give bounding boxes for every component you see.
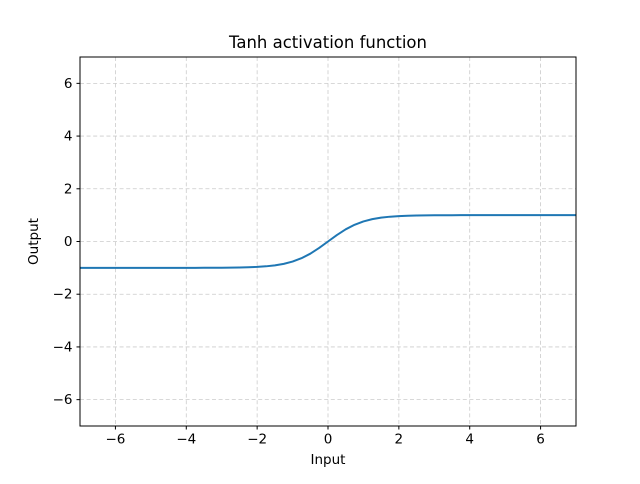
x-tick-label: 2 bbox=[395, 432, 404, 448]
y-tick-label: 4 bbox=[64, 129, 73, 145]
x-axis-label: Input bbox=[311, 452, 346, 468]
y-tick-label: 2 bbox=[64, 181, 73, 197]
x-tick-label: −2 bbox=[247, 432, 267, 448]
y-tick-label: −4 bbox=[53, 339, 73, 355]
x-tick-label: −4 bbox=[176, 432, 196, 448]
x-tick-label: −6 bbox=[105, 432, 125, 448]
x-tick-label: 6 bbox=[536, 432, 545, 448]
y-tick-label: −6 bbox=[53, 392, 73, 408]
y-axis-label: Output bbox=[26, 218, 42, 265]
grid-lines bbox=[80, 57, 576, 426]
y-tick-label: 0 bbox=[64, 234, 73, 250]
chart-title: Tanh activation function bbox=[228, 33, 427, 52]
tick-labels: −6 −4 −2 0 2 4 6 −6 −4 −2 0 2 4 6 bbox=[53, 76, 545, 448]
y-tick-label: 6 bbox=[64, 76, 73, 92]
tanh-curve bbox=[80, 214, 576, 269]
axis-ticks bbox=[76, 82, 542, 430]
y-tick-label: −2 bbox=[53, 287, 73, 303]
x-tick-label: 4 bbox=[465, 432, 474, 448]
x-tick-label: 0 bbox=[324, 432, 333, 448]
